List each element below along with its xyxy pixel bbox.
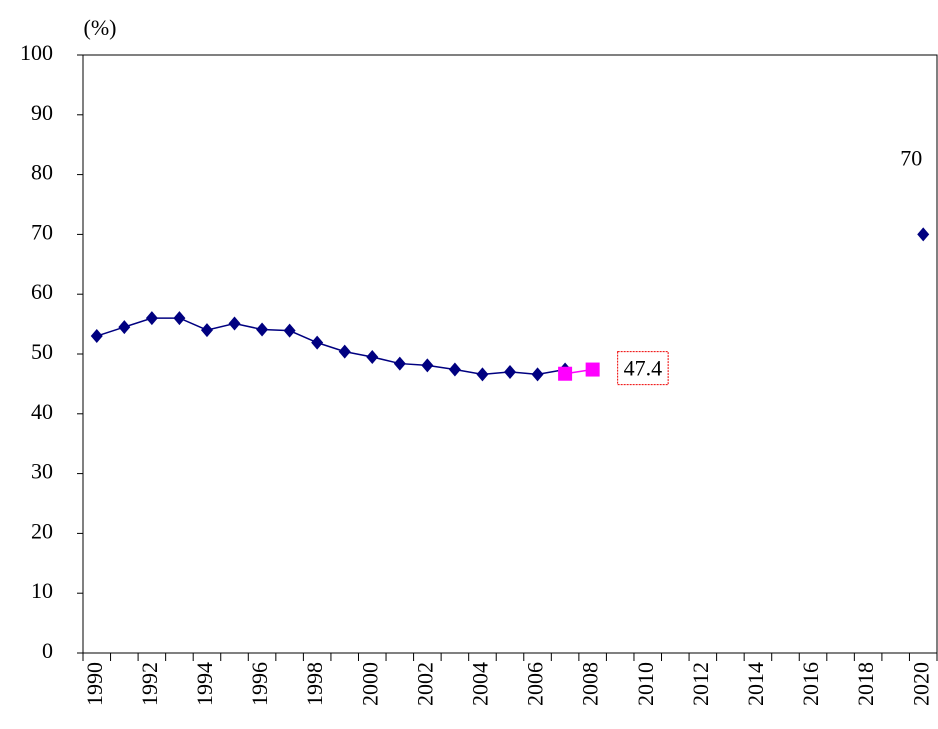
x-tick-label: 2000: [357, 662, 382, 706]
x-tick-label: 1994: [192, 662, 217, 706]
x-tick-label: 1998: [302, 662, 327, 706]
point: [173, 311, 186, 326]
x-tick-label: 2008: [578, 662, 603, 706]
point: [504, 364, 516, 379]
point: [448, 362, 461, 377]
y-tick-label: 30: [31, 459, 53, 484]
x-tick-label: 2020: [908, 662, 933, 706]
point: [476, 367, 489, 382]
y-tick-label: 10: [31, 578, 53, 603]
x-tick-label: 2002: [412, 662, 437, 706]
data-label: 70: [900, 145, 922, 170]
y-tick-label: 80: [31, 160, 53, 185]
point: [558, 366, 573, 381]
x-tick-label: 2016: [798, 662, 823, 706]
point: [145, 311, 158, 326]
point: [366, 349, 379, 364]
point: [421, 358, 434, 373]
data-label-box: [617, 351, 669, 386]
x-tick-label: 1992: [137, 662, 162, 706]
point: [256, 322, 269, 337]
x-tick-label: 2014: [743, 662, 768, 706]
point: [585, 362, 600, 377]
point: [311, 335, 324, 350]
point: [393, 356, 406, 371]
point: [228, 316, 241, 331]
x-tick-label: 2018: [853, 662, 878, 706]
y-tick-label: 0: [42, 638, 53, 663]
plot-area: [82, 54, 938, 654]
x-tick-label: 1990: [82, 662, 107, 706]
point: [917, 227, 930, 242]
y-tick-label: 70: [31, 219, 53, 244]
point: [338, 344, 351, 359]
y-tick-label: 50: [31, 339, 53, 364]
x-tick-label: 2012: [688, 662, 713, 706]
y-tick-label: 20: [31, 518, 53, 543]
x-tick-label: 2010: [633, 662, 658, 706]
point: [531, 367, 544, 382]
y-tick-label: 40: [31, 399, 53, 424]
y-tick-label: 60: [31, 279, 53, 304]
point: [90, 329, 103, 344]
y-tick-label: 100: [20, 40, 53, 65]
point: [118, 320, 131, 335]
series-line: [96, 317, 566, 376]
y-axis-label: (%): [84, 15, 117, 40]
data-label: 47.4: [624, 356, 663, 381]
x-tick-label: 2004: [467, 662, 492, 706]
x-tick-label: 2006: [523, 662, 548, 706]
x-tick-label: 1996: [247, 662, 272, 706]
point: [200, 323, 213, 338]
y-tick-label: 90: [31, 100, 53, 125]
point: [283, 323, 296, 338]
